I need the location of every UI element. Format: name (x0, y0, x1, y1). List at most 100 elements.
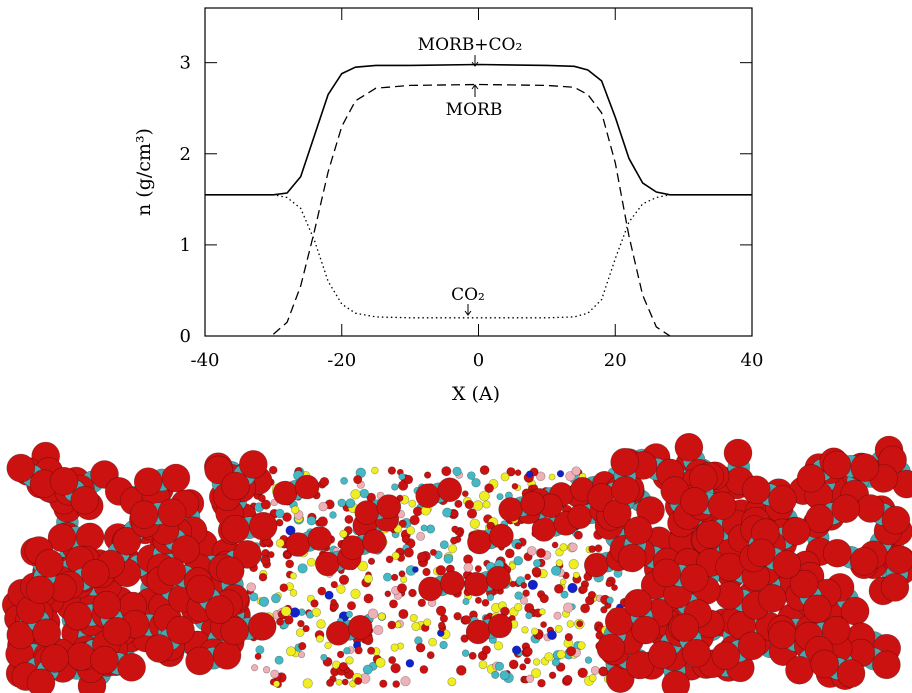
atom (428, 637, 437, 647)
atom (412, 506, 423, 517)
atom (463, 562, 474, 573)
atom (533, 559, 542, 568)
atom (451, 525, 459, 534)
atom (268, 465, 278, 475)
x-tick-label: 20 (604, 350, 627, 371)
atom (330, 580, 338, 589)
atom (481, 645, 491, 655)
atom (580, 603, 591, 614)
atom (437, 477, 463, 503)
atom (324, 641, 332, 650)
atom (520, 491, 546, 516)
atom (320, 653, 328, 661)
atom (550, 565, 562, 576)
atom (267, 551, 275, 559)
atom (631, 615, 660, 645)
atom (248, 511, 278, 541)
atom (479, 465, 490, 475)
atom (249, 592, 259, 602)
atom (442, 507, 453, 518)
atom (768, 485, 797, 514)
atom (247, 612, 277, 641)
atom (429, 548, 437, 556)
atom (584, 656, 593, 664)
atom (439, 540, 449, 550)
atom (274, 655, 284, 665)
atom (161, 463, 191, 493)
atom (453, 612, 462, 621)
atom (314, 551, 340, 577)
atom (419, 665, 429, 674)
atom (504, 548, 515, 559)
atom (390, 643, 399, 652)
atom (486, 593, 495, 601)
atom (741, 475, 771, 505)
atom (283, 551, 291, 559)
atom (481, 598, 490, 607)
atom (367, 557, 376, 565)
atom (822, 450, 852, 480)
atom (821, 615, 851, 645)
atom (464, 499, 474, 510)
y-tick-label: 3 (180, 53, 191, 74)
atom (723, 438, 753, 468)
atom (560, 590, 569, 599)
atom (482, 500, 491, 509)
atom (239, 450, 268, 479)
atom (831, 494, 861, 524)
atom (92, 590, 121, 620)
atom (456, 665, 467, 676)
atom (423, 618, 432, 627)
atom (311, 607, 322, 617)
atom (881, 505, 911, 535)
atom (567, 582, 578, 594)
atom (260, 499, 271, 510)
atom (409, 514, 420, 526)
atom (527, 579, 538, 590)
atom (205, 595, 234, 624)
atom (435, 605, 447, 616)
atom (340, 535, 365, 560)
x-tick-label: -40 (191, 350, 220, 371)
atom (485, 565, 511, 591)
atom (337, 498, 347, 508)
atom (279, 583, 289, 592)
atom (426, 524, 436, 534)
atom (539, 593, 549, 604)
atom (316, 619, 326, 629)
atom (707, 491, 737, 521)
atom (610, 447, 640, 477)
plot: -40 -20 0 20 40 0 1 2 3 (180, 7, 763, 371)
atom (768, 620, 797, 650)
atom (772, 550, 802, 579)
atom (452, 466, 462, 476)
atom (389, 599, 398, 609)
atom (525, 674, 535, 684)
atom (317, 586, 327, 596)
atom (375, 657, 386, 668)
atom (856, 494, 885, 523)
atom (70, 485, 99, 515)
atom (559, 543, 568, 552)
atom (577, 641, 586, 650)
atom (25, 575, 55, 605)
atom (508, 562, 516, 570)
atom (441, 466, 452, 477)
atom (487, 613, 513, 639)
atom (440, 570, 465, 596)
atom (406, 526, 416, 535)
atom (465, 619, 491, 645)
atom (514, 469, 522, 477)
atom (567, 504, 593, 530)
atom (350, 588, 361, 599)
atom (129, 500, 159, 530)
atom (530, 668, 542, 679)
atom (362, 664, 373, 675)
atom (354, 500, 380, 525)
atom (511, 482, 519, 490)
atom (112, 526, 142, 556)
atom (416, 551, 428, 563)
atom (568, 542, 578, 552)
atom (494, 661, 505, 671)
atom (32, 618, 62, 648)
